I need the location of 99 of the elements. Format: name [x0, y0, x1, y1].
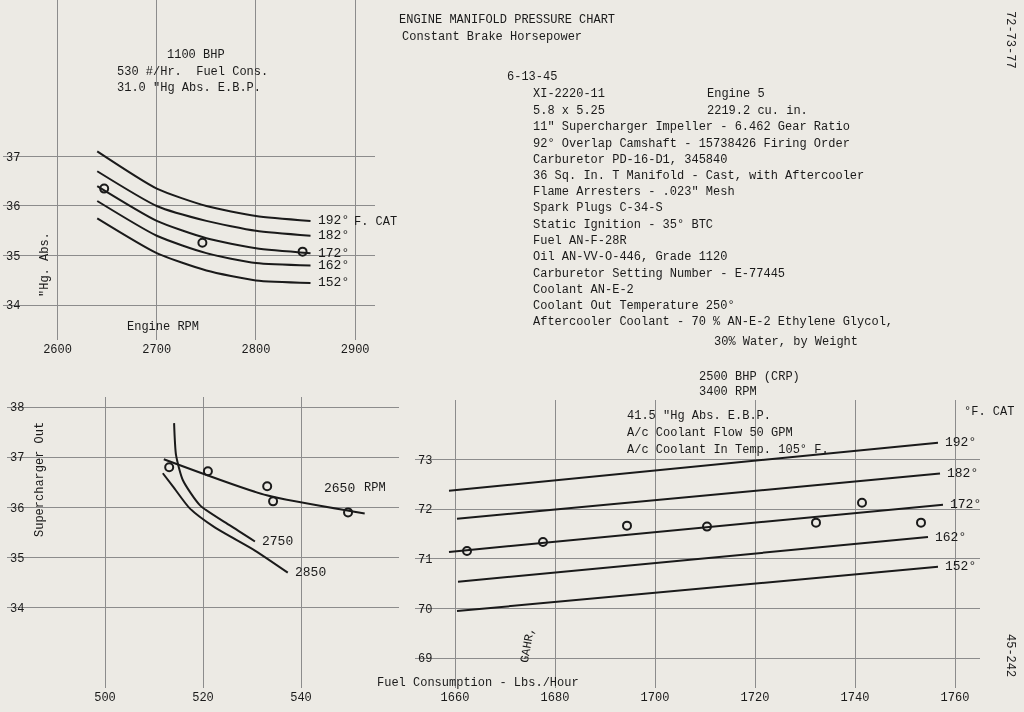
y-tick-label: 34: [6, 299, 21, 314]
text: 5.8 x 5.25: [533, 104, 606, 118]
series-label: 2750: [262, 534, 294, 549]
point: [857, 497, 867, 508]
line-series: [96, 217, 312, 284]
y-tick-label: 38: [10, 401, 25, 416]
y-tick-label: 70: [418, 602, 433, 617]
text: 45-242: [1003, 634, 1017, 678]
text: Static Ignition - 35° BTC: [533, 218, 714, 232]
point: [622, 520, 632, 531]
text: 30% Water, by Weight: [714, 335, 859, 349]
text: Engine 5: [707, 87, 765, 101]
annotation: GAHR,: [517, 626, 539, 664]
y-tick-label: 73: [418, 453, 433, 468]
x-tick-label: 2700: [142, 343, 172, 357]
x-tick-label: 540: [290, 691, 312, 705]
annotation: RPM: [364, 481, 386, 495]
y-tick-label: 35: [6, 249, 21, 264]
annotation: 1100 BHP: [167, 48, 225, 62]
point: [811, 517, 821, 528]
series-label: 152°: [318, 275, 350, 290]
x-tick-label: 2800: [241, 343, 271, 357]
x-tick-label: 1720: [740, 691, 770, 705]
series-label: 152°: [945, 559, 977, 574]
x-tick-label: 500: [94, 691, 116, 705]
text: Oil AN-VV-O-446, Grade 1120: [533, 250, 728, 264]
text: 72-73-77: [1003, 11, 1017, 69]
line-series: [96, 150, 312, 222]
y-tick-label: 34: [10, 601, 25, 616]
series-label: 2650: [324, 481, 356, 496]
annotation: °F. CAT: [964, 405, 1015, 419]
y-axis-title: "Hg. Abs.: [38, 232, 52, 297]
point: [916, 517, 926, 528]
text: Fuel AN-F-28R: [533, 234, 627, 248]
text: Flame Arresters - .023" Mesh: [533, 185, 735, 199]
text: Constant Brake Horsepower: [402, 30, 583, 44]
series-label: 182°: [947, 466, 979, 481]
annotation: A/c Coolant Flow 50 GPM: [627, 426, 793, 440]
text: 6-13-45: [507, 70, 558, 84]
point: [343, 507, 354, 518]
x-axis-title: Fuel Consumption - Lbs./Hour: [377, 676, 579, 690]
text: Carburetor Setting Number - E-77445: [533, 267, 786, 281]
text: Aftercooler Coolant - 70 % AN-E-2 Ethylene Glycol,: [533, 315, 894, 329]
series-label: 162°: [318, 258, 350, 273]
point: [202, 466, 213, 477]
series-label: 162°: [935, 530, 967, 545]
line-series: [96, 200, 312, 267]
text: 3400 RPM: [699, 385, 757, 399]
text: ENGINE MANIFOLD PRESSURE CHART: [399, 13, 616, 27]
y-tick-label: 37: [6, 150, 21, 165]
x-tick-label: 1740: [840, 691, 870, 705]
point: [702, 521, 712, 532]
text: 11" Supercharger Impeller - 6.462 Gear Ratio: [533, 120, 850, 134]
point: [99, 183, 110, 194]
text: 2219.2 cu. in.: [707, 104, 808, 118]
x-tick-label: 1760: [940, 691, 970, 705]
y-tick-label: 72: [418, 503, 433, 518]
annotation: F. CAT: [354, 215, 398, 229]
y-tick-label: 36: [10, 501, 25, 516]
text: Coolant AN-E-2: [533, 283, 634, 297]
x-tick-label: 1680: [540, 691, 570, 705]
series-label: 172°: [950, 497, 982, 512]
annotation: 31.0 "Hg Abs. E.B.P.: [117, 81, 262, 95]
point: [462, 545, 472, 556]
annotation: 530 #/Hr. Fuel Cons.: [117, 65, 269, 79]
text: Spark Plugs C-34-S: [533, 201, 663, 215]
point: [538, 537, 548, 548]
y-tick-label: 37: [10, 451, 25, 466]
y-tick-label: 36: [6, 200, 21, 215]
point: [262, 481, 273, 492]
x-tick-label: 2900: [340, 343, 370, 357]
y-tick-label: 69: [418, 652, 433, 667]
x-tick-label: 1700: [640, 691, 670, 705]
line-series: [96, 185, 312, 255]
text: 92° Overlap Camshaft - 15738426 Firing Order: [533, 137, 850, 151]
y-axis-title: Supercharger Out: [33, 421, 47, 537]
series-label: 2850: [295, 565, 327, 580]
text: Coolant Out Temperature 250°: [533, 299, 735, 313]
x-tick-label: 1660: [440, 691, 470, 705]
series-label: 192°: [945, 435, 977, 450]
point: [164, 462, 175, 473]
x-tick-label: 2600: [43, 343, 72, 357]
annotation: 41.5 "Hg Abs. E.B.P.: [627, 409, 772, 423]
line-series: [96, 170, 312, 237]
y-tick-label: 35: [10, 551, 25, 566]
series-label: 192°: [318, 213, 350, 228]
point: [297, 246, 308, 257]
text: 36 Sq. In. T Manifold - Cast, with Aftercooler: [533, 169, 865, 183]
point: [268, 496, 279, 507]
text: XI-2220-11: [533, 87, 606, 101]
text: 2500 BHP (CRP): [699, 370, 800, 384]
series-label: 182°: [318, 228, 350, 243]
x-tick-label: 520: [192, 691, 214, 705]
y-tick-label: 71: [418, 553, 433, 568]
series-label: 172°: [318, 246, 350, 261]
x-axis-title: Engine RPM: [127, 320, 200, 334]
annotation: A/c Coolant In Temp. 105° F.: [627, 443, 829, 457]
point: [197, 237, 208, 248]
text: Carburetor PD-16-D1, 345840: [533, 153, 728, 167]
